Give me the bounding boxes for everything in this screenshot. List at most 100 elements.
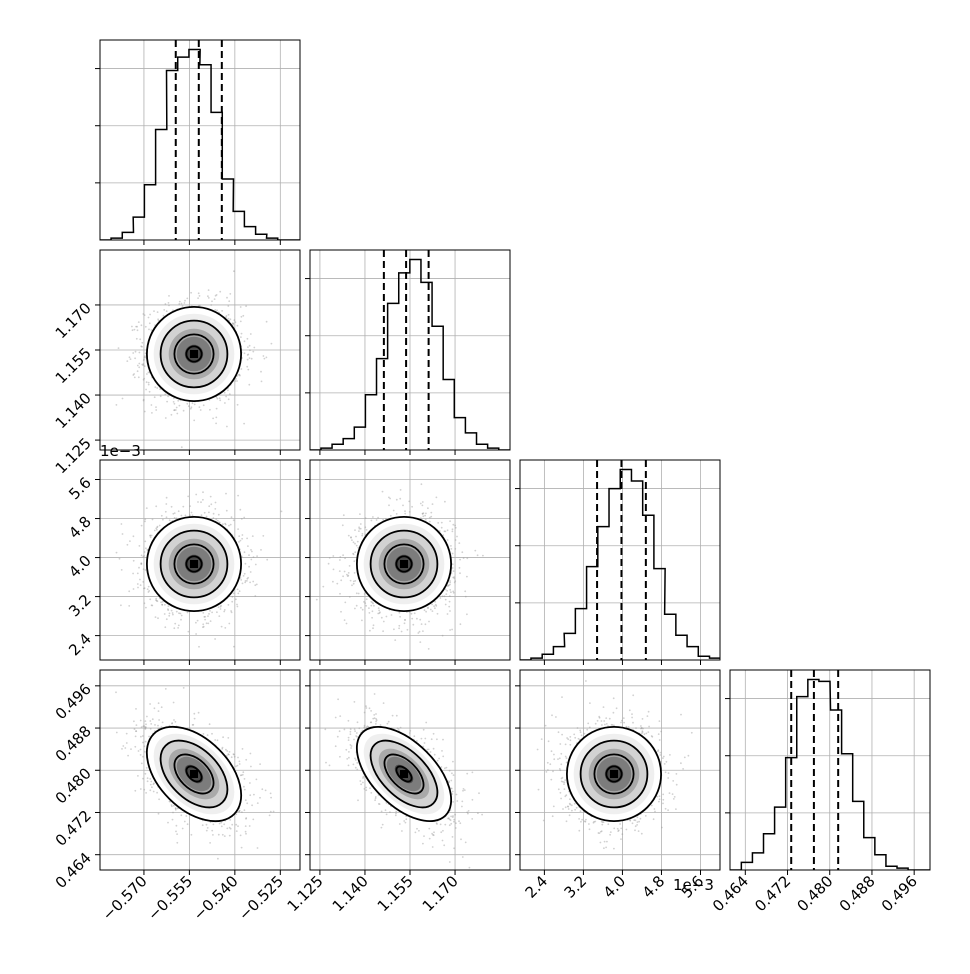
sample-point <box>396 513 398 515</box>
sample-point <box>206 622 208 624</box>
sample-point <box>154 396 156 398</box>
sample-point <box>428 621 430 623</box>
sample-point <box>241 333 243 335</box>
sample-point <box>174 517 176 519</box>
sample-point <box>238 535 240 537</box>
sample-point <box>138 376 140 378</box>
sample-point <box>217 520 219 522</box>
sample-point <box>160 395 162 397</box>
sample-point <box>353 541 355 543</box>
sample-point <box>393 510 395 512</box>
sample-point <box>353 560 355 562</box>
sample-point <box>322 586 324 588</box>
sample-point <box>452 524 454 526</box>
sample-point <box>237 325 239 327</box>
sample-point <box>145 569 147 571</box>
sample-point <box>398 627 400 629</box>
sample-point <box>215 417 217 419</box>
sample-point <box>216 408 218 410</box>
sample-point <box>144 365 146 367</box>
sample-point <box>203 404 205 406</box>
sample-point <box>244 340 246 342</box>
sample-point <box>174 409 176 411</box>
sample-point <box>248 554 250 556</box>
sample-point <box>379 611 381 613</box>
sample-point <box>155 505 157 507</box>
sample-point <box>281 511 283 513</box>
sample-point <box>231 612 233 614</box>
sample-point <box>228 623 230 625</box>
sample-point <box>226 510 228 512</box>
sample-point <box>129 540 131 542</box>
sample-point <box>139 545 141 547</box>
sample-point <box>165 503 167 505</box>
sample-point <box>354 551 356 553</box>
sample-point <box>452 563 454 565</box>
sample-point <box>185 515 187 517</box>
sample-point <box>421 483 423 485</box>
sample-point <box>432 503 434 505</box>
sample-point <box>361 535 363 537</box>
sample-point <box>430 609 432 611</box>
sample-point <box>372 610 374 612</box>
sample-point <box>147 588 149 590</box>
sample-point <box>252 535 254 537</box>
sample-point <box>161 515 163 517</box>
sample-point <box>237 495 239 497</box>
sample-point <box>168 605 170 607</box>
sample-point <box>233 593 235 595</box>
sample-point <box>189 514 191 516</box>
sample-point <box>180 613 182 615</box>
sample-point <box>360 523 362 525</box>
sample-point <box>350 537 352 539</box>
sample-point <box>354 529 356 531</box>
sample-point <box>350 580 352 582</box>
sample-point <box>212 418 214 420</box>
sample-point <box>363 601 365 603</box>
sample-point <box>226 315 228 317</box>
sample-point <box>204 512 206 514</box>
sample-point <box>207 615 209 617</box>
sample-point <box>425 519 427 521</box>
sample-point <box>440 597 442 599</box>
sample-point <box>437 522 439 524</box>
sample-point <box>404 510 406 512</box>
sample-point <box>240 579 242 581</box>
sample-point <box>138 363 140 365</box>
sample-point <box>389 498 391 500</box>
sample-point <box>164 613 166 615</box>
sample-point <box>188 631 190 633</box>
sample-point <box>252 581 254 583</box>
sample-point <box>454 578 456 580</box>
sample-point <box>376 519 378 521</box>
sample-point <box>164 393 166 395</box>
sample-point <box>179 405 181 407</box>
sample-point <box>228 398 230 400</box>
sample-point <box>263 355 265 357</box>
sample-point <box>194 404 196 406</box>
sample-point <box>247 338 249 340</box>
sample-point <box>228 314 230 316</box>
sample-point <box>139 352 141 354</box>
sample-point <box>126 360 128 362</box>
sample-point <box>149 314 151 316</box>
sample-point <box>145 547 147 549</box>
sample-point <box>344 602 346 604</box>
sample-point <box>419 641 421 643</box>
sample-point <box>204 619 206 621</box>
sample-point <box>354 608 356 610</box>
sample-point <box>230 524 232 526</box>
sample-point <box>329 557 331 559</box>
sample-point <box>177 627 179 629</box>
sample-point <box>348 535 350 537</box>
sample-point <box>253 556 255 558</box>
sample-point <box>173 627 175 629</box>
sample-point <box>448 585 450 587</box>
sample-point <box>332 555 334 557</box>
sample-point <box>370 601 372 603</box>
sample-point <box>202 491 204 493</box>
sample-point <box>181 303 183 305</box>
sample-point <box>354 543 356 545</box>
sample-point <box>409 511 411 513</box>
